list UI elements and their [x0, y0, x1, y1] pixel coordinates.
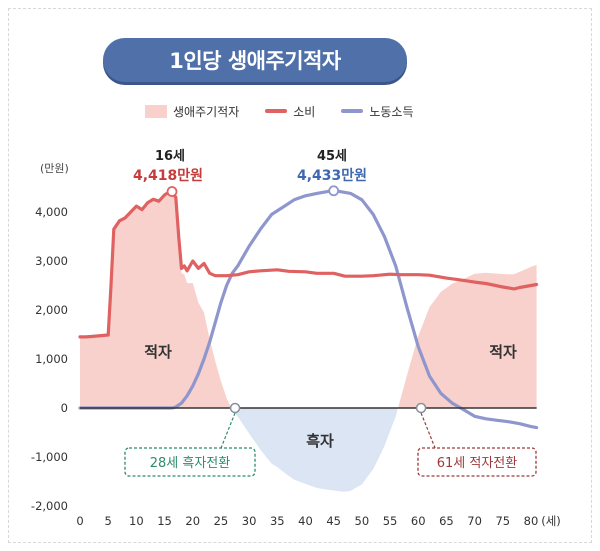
y-unit-label: (만원): [40, 162, 69, 175]
x-tick-label: 30: [242, 514, 257, 528]
x-tick-label: 75: [495, 514, 510, 528]
turn-deficit-marker: [415, 402, 427, 414]
turn-deficit-label: 61세 적자전환: [437, 456, 518, 471]
y-tick-label: -1,000: [31, 450, 68, 464]
x-tick-label: 70: [467, 514, 482, 528]
consumption-line: [78, 189, 539, 339]
legend: 생애주기적자 소비 노동소득: [145, 101, 440, 121]
peak-consumption-marker: [166, 186, 178, 197]
turn-deficit-box: [417, 447, 537, 477]
y-tick-label: -2,000: [31, 499, 68, 513]
peak-income-age: 45세: [317, 149, 347, 164]
x-tick-label: 80: [524, 514, 539, 528]
legend-swatch-deficit: [145, 104, 167, 118]
legend-item-deficit: 생애주기적자: [145, 103, 239, 120]
y-tick-label: 2,000: [35, 303, 68, 317]
legend-label-income: 노동소득: [369, 104, 414, 119]
legend-label-deficit: 생애주기적자: [173, 104, 240, 119]
x-tick-label: 40: [298, 514, 313, 528]
y-tick-label: 1,000: [35, 352, 68, 366]
peak-consumption-value: 4,418만원: [133, 168, 203, 184]
turn-surplus-marker: [229, 402, 241, 414]
x-tick-label: 15: [157, 514, 172, 528]
income-line: [78, 189, 539, 430]
y-tick-label: 3,000: [35, 254, 68, 268]
chart-frame: [8, 8, 592, 543]
peak-income-marker: [328, 185, 340, 197]
deficit-label-right: 적자: [489, 343, 517, 361]
surplus-label: 흑자: [306, 432, 334, 450]
legend-swatch-consumption: [265, 109, 288, 113]
y-tick-label: 4,000: [35, 205, 68, 219]
x-tick-label: 25: [214, 514, 229, 528]
y-tick-label: 0: [61, 401, 68, 415]
x-tick-label: 35: [270, 514, 285, 528]
peak-income-value: 4,433만원: [297, 168, 367, 184]
x-tick-label: 65: [439, 514, 454, 528]
chart-fills: [80, 191, 537, 492]
x-tick-label: 50: [355, 514, 370, 528]
x-tick-label: 60: [411, 514, 426, 528]
x-tick-label: 5: [105, 514, 112, 528]
legend-item-income: 노동소득: [341, 103, 414, 120]
turn-surplus-leader: [220, 412, 236, 449]
deficit-area-2: [398, 264, 537, 408]
deficit-label-left: 적자: [144, 343, 172, 361]
turn-deficit-leader: [420, 412, 436, 449]
turn-surplus-label: 28세 흑자전환: [150, 456, 231, 471]
x-unit-label: (세): [541, 514, 561, 528]
chart-lines: [78, 189, 539, 430]
x-tick-label: 20: [185, 514, 200, 528]
deficit-area-0: [80, 191, 231, 408]
x-tick-label: 0: [76, 514, 83, 528]
legend-item-consumption: 소비: [265, 103, 315, 120]
chart-axes: (만원) 4,000 3,000 2,000 1,000 0 -1,000 -2,000 0 5 1…: [31, 162, 561, 528]
peak-consumption-age: 16세: [155, 149, 185, 164]
x-tick-label: 45: [326, 514, 341, 528]
legend-label-consumption: 소비: [293, 104, 316, 119]
x-tick-label: 10: [129, 514, 144, 528]
legend-swatch-income: [341, 109, 364, 113]
chart-title: 1인당 생애주기적자: [103, 38, 407, 82]
turn-surplus-box: [124, 447, 256, 477]
surplus-area-1: [232, 408, 398, 492]
x-tick-label: 55: [383, 514, 398, 528]
